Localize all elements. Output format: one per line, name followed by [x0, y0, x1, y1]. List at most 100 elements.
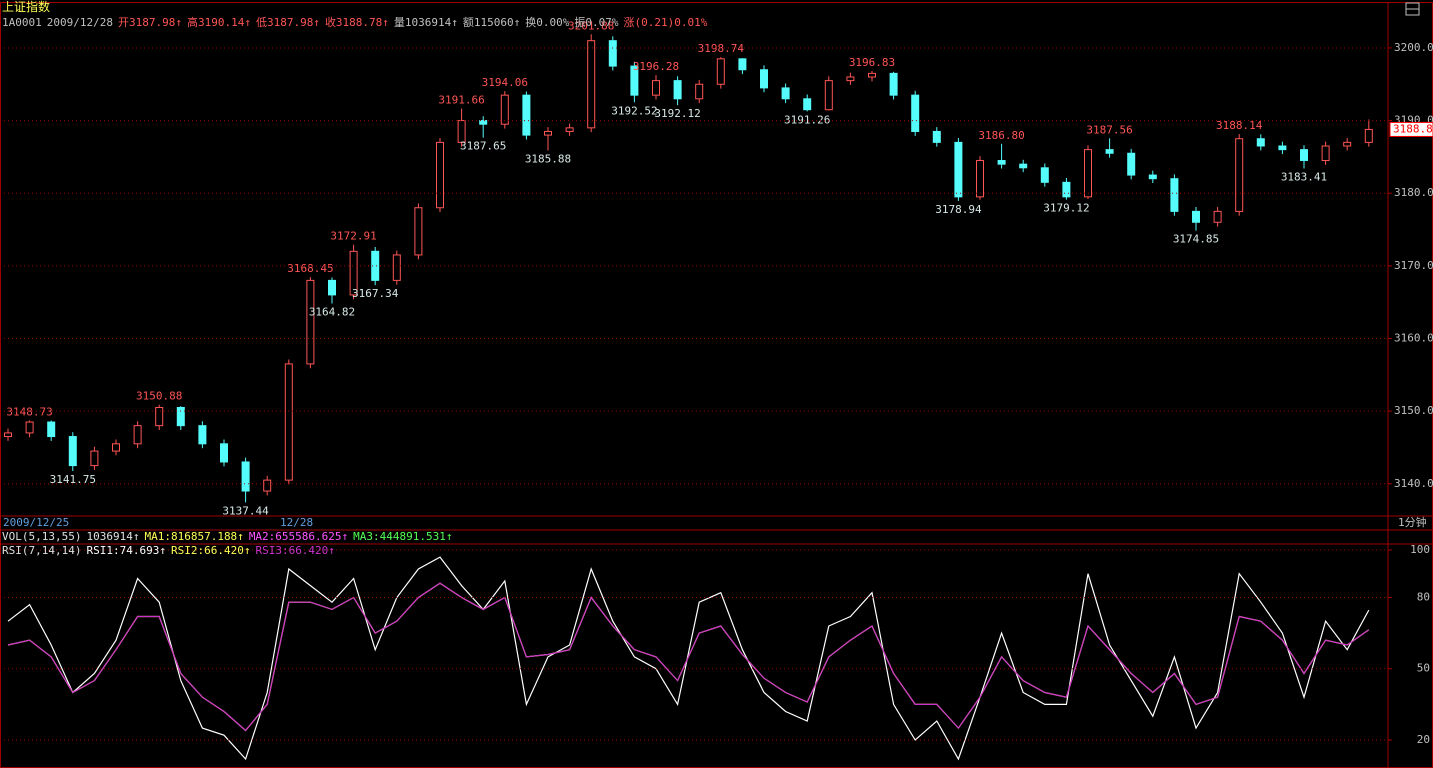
candle-body: [1170, 178, 1179, 212]
high-label: 3188.14: [1216, 119, 1263, 132]
low-label: 3183.41: [1281, 170, 1327, 183]
high-label: 3186.80: [978, 129, 1024, 142]
rsi-title: RSI(7,14,14): [2, 544, 82, 557]
rsi-line: [7, 556, 1370, 761]
candle-body: [587, 40, 596, 129]
high-label: 3150.88: [136, 390, 182, 403]
candle-body: [90, 450, 99, 467]
candle-body: [889, 72, 898, 96]
low-label: 3137.44: [222, 504, 269, 517]
candle-body: [155, 406, 164, 427]
candle-body: [803, 98, 812, 111]
candle-body: [1040, 167, 1049, 183]
y-tick-label: 3200.0: [1394, 41, 1433, 54]
candle-body: [220, 443, 228, 463]
low-label: 3174.85: [1173, 233, 1219, 246]
candle-body: [997, 160, 1006, 165]
low-label: 3141.75: [50, 473, 96, 486]
candle-body: [630, 65, 639, 96]
candle-body: [976, 160, 984, 198]
candle-body: [1300, 149, 1308, 162]
quote-field: 涨(0.21)0.01%: [623, 16, 708, 29]
candle-body: [241, 461, 250, 492]
candle-body: [695, 83, 704, 100]
quote-field: 低3187.98↑: [255, 16, 320, 29]
candle-body: [760, 69, 768, 89]
y-tick-label: 3140.0: [1394, 477, 1433, 490]
candle-body: [824, 80, 833, 111]
candle-body: [911, 94, 920, 132]
last-price-box: [1389, 121, 1433, 137]
candle-body: [544, 130, 552, 136]
candle-body: [500, 94, 509, 125]
candle-body: [1084, 149, 1092, 198]
legend-entry: RSI2:66.420↑: [170, 544, 251, 557]
candle-body: [1343, 141, 1352, 147]
y-tick-label: 3150.0: [1394, 404, 1433, 417]
y-tick-label: 100: [1410, 543, 1430, 556]
candle-body: [1278, 145, 1287, 151]
high-label: 3168.45: [287, 262, 333, 275]
low-label: 3185.88: [525, 153, 571, 166]
quote-field: 1A0001: [2, 16, 42, 29]
candle-body: [565, 127, 574, 132]
high-label: 3198.74: [698, 42, 745, 55]
quote-field: 2009/12/28: [46, 16, 113, 29]
quote-field: 换0.00%: [525, 16, 570, 29]
x-tick-label: 2009/12/25: [3, 516, 69, 529]
quote-field: 开3187.98↑: [117, 16, 182, 29]
candle-body: [25, 421, 34, 434]
candle-body: [1235, 138, 1244, 212]
candle-body: [781, 87, 790, 100]
candle-body: [1062, 181, 1071, 198]
candle-body: [133, 425, 142, 445]
high-label: 3201.88: [568, 19, 614, 32]
candle-body: [932, 130, 941, 143]
low-label: 3178.94: [935, 203, 982, 216]
quote-field: 收3188.78↑: [324, 16, 389, 29]
plot-area: 3148.73 3141.75 3150.88 3137.44 3168.45 3164.…: [4, 19, 1373, 761]
candle-body: [349, 250, 358, 296]
candle-body: [1364, 128, 1373, 143]
high-label: 3187.56: [1086, 123, 1132, 136]
candle-body: [414, 207, 423, 256]
candle-body: [284, 363, 293, 481]
candle-body: [608, 40, 617, 67]
y-tick-label: 3180.0: [1394, 186, 1433, 199]
candle-body: [392, 254, 401, 281]
candle-body: [112, 443, 120, 452]
y-tick-label: 50: [1417, 662, 1430, 675]
last-price-label: 3188.8: [1393, 122, 1433, 135]
candle-body: [47, 421, 56, 438]
candle-body: [954, 141, 963, 198]
candle-body: [846, 76, 855, 82]
candle-body: [522, 94, 531, 136]
quote-field: 振0.07%: [574, 16, 619, 29]
high-label: 3196.28: [633, 60, 679, 73]
x-tick-label: 12/28: [280, 516, 313, 529]
candle-body: [1148, 174, 1157, 180]
candle-body: [68, 436, 77, 467]
candle-body: [306, 279, 315, 365]
high-label: 3196.83: [849, 56, 895, 69]
y-tick-label: 3160.0: [1394, 331, 1433, 344]
candle-body: [1256, 138, 1265, 147]
vol-field: MA3:444891.531↑: [353, 530, 453, 543]
candle-body: [1213, 210, 1222, 223]
vol-title: VOL(5,13,55): [2, 530, 82, 543]
legend-entry: RSI3:66.420↑: [255, 544, 335, 557]
candle-body: [479, 120, 488, 125]
candle-body: [868, 72, 876, 78]
candle-body: [371, 250, 380, 281]
low-label: 3167.34: [352, 287, 399, 300]
period-label: 1分钟: [1398, 515, 1427, 529]
low-label: 3187.65: [460, 140, 506, 153]
y-tick-label: 20: [1417, 733, 1430, 746]
high-label: 3194.06: [482, 76, 528, 89]
candle-body: [176, 406, 185, 427]
quote-field: 高3190.14↑: [186, 16, 251, 29]
y-tick-label: 80: [1417, 590, 1430, 603]
high-label: 3191.66: [438, 94, 484, 107]
